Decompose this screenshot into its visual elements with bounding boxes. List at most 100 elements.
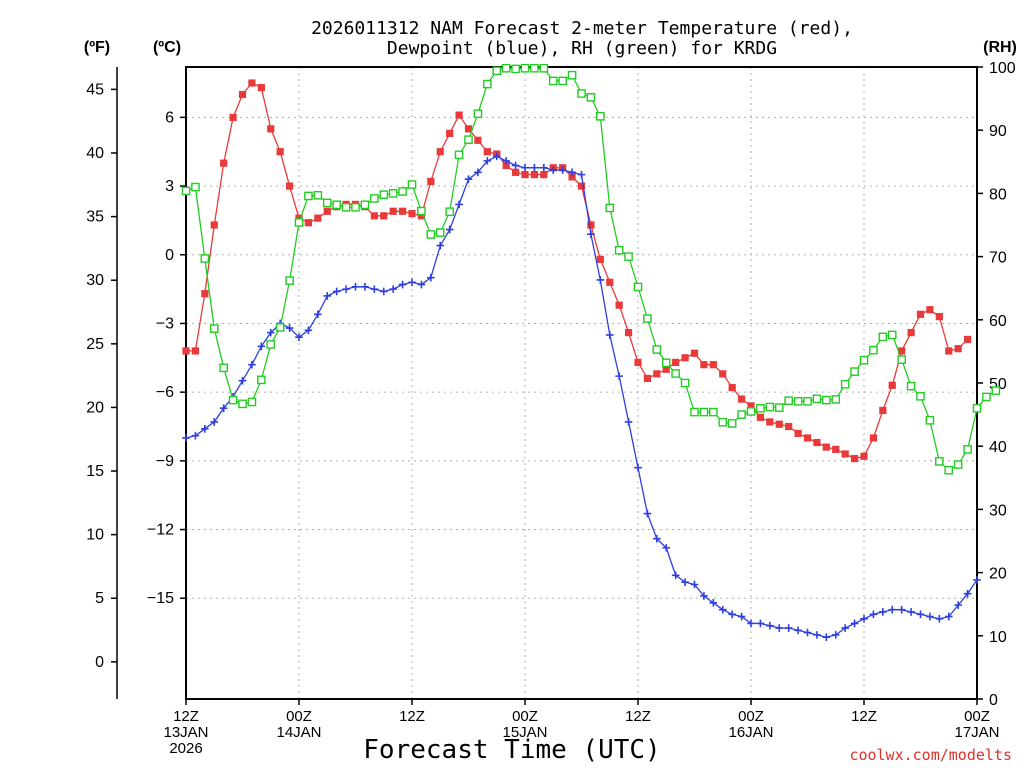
- temperature-point: [954, 345, 962, 353]
- dewpoint-point: [332, 287, 341, 296]
- temperature-point: [417, 212, 426, 220]
- rh-point: [257, 375, 266, 385]
- temperature-point: [182, 347, 190, 355]
- temperature-point: [860, 452, 868, 460]
- temperature-point: [427, 177, 435, 186]
- rh-point: [652, 345, 662, 354]
- temperature-point: [455, 111, 463, 119]
- temperature-point: [643, 374, 652, 383]
- temperature-point: [747, 402, 755, 410]
- rh-point: [614, 245, 624, 255]
- temperature-point: [681, 354, 689, 362]
- dewpoint-point: [841, 624, 849, 632]
- rh-point: [322, 198, 332, 208]
- temperature-point: [945, 347, 953, 355]
- dewpoint-point: [483, 157, 492, 165]
- rh-tick-label: 100: [989, 60, 1016, 77]
- rh-tick-label: 0: [989, 692, 998, 709]
- rh-point: [596, 111, 605, 121]
- rh-point: [407, 180, 417, 189]
- temperature-point: [728, 383, 736, 392]
- dewpoint-point: [587, 230, 595, 238]
- rh-point: [737, 410, 746, 419]
- rh-point: [388, 189, 398, 198]
- dewpoint-point: [304, 326, 313, 335]
- x-tick-label: 12Z: [173, 708, 199, 725]
- temperature-point: [483, 148, 491, 156]
- chart-title-line2: Dewpoint (blue), RH (green) for KRDG: [387, 38, 777, 59]
- dewpoint-point: [662, 544, 671, 552]
- temperature-point: [474, 136, 482, 144]
- x-tick-label: 12Z: [399, 708, 425, 725]
- rh-tick-label: 40: [989, 439, 1007, 456]
- dewpoint-point: [464, 175, 473, 184]
- dewpoint-point: [398, 280, 407, 289]
- dewpoint-point: [822, 633, 831, 641]
- temperature-point: [229, 113, 237, 121]
- temperature-point: [794, 429, 802, 437]
- temperature-point: [285, 182, 294, 190]
- dewpoint-point: [191, 431, 200, 440]
- temperature-point: [775, 420, 783, 428]
- celsius-tick-label: −15: [147, 590, 174, 607]
- dewpoint-point: [577, 170, 586, 179]
- temperature-point: [615, 301, 623, 309]
- dewpoint-point: [615, 372, 623, 380]
- temperature-point: [257, 84, 265, 92]
- dewpoint-point: [530, 163, 539, 172]
- celsius-tick-label: −3: [156, 315, 174, 332]
- chart-title-line1: 2026011312 NAM Forecast 2-meter Temperat…: [311, 18, 853, 39]
- dewpoint-point: [634, 463, 642, 472]
- dewpoint-point: [766, 621, 774, 630]
- dewpoint-point: [784, 624, 793, 632]
- x-tick-label: 00Z: [286, 708, 312, 725]
- temperature-point: [756, 413, 765, 421]
- dewpoint-point: [690, 580, 699, 589]
- rh-point: [341, 203, 351, 212]
- temperature-point: [276, 148, 284, 156]
- dewpoint-point: [511, 161, 520, 170]
- dewpoint-point: [653, 534, 661, 543]
- dewpoint-point: [361, 283, 369, 291]
- dewpoint-point: [342, 285, 350, 293]
- rh-point: [209, 324, 219, 333]
- temperature-point: [370, 212, 378, 220]
- x-tick-label: 12Z: [851, 708, 877, 725]
- fahrenheit-tick-label: 25: [86, 336, 104, 353]
- temperature-point: [540, 171, 548, 179]
- rh-tick-label: 60: [989, 313, 1007, 330]
- x-axis-title: Forecast Time (UTC): [363, 735, 660, 765]
- dewpoint-point: [417, 280, 426, 289]
- rh-point: [567, 70, 577, 80]
- rh-point: [633, 282, 643, 292]
- rh-point: [935, 457, 944, 466]
- temperature-point: [568, 173, 576, 181]
- rh-point: [661, 358, 671, 368]
- temperature-point: [220, 159, 228, 167]
- temperature-point: [314, 214, 322, 222]
- dewpoint-point: [408, 278, 416, 287]
- chart-footer: Forecast Time (UTC) coolwx.com/modelts: [363, 735, 1012, 765]
- rh-point: [200, 254, 210, 263]
- rh-point: [774, 403, 784, 412]
- dewpoint-point: [643, 509, 652, 518]
- rh-point: [953, 460, 963, 469]
- x-tick-label: 2026: [169, 740, 202, 757]
- x-tick-label: 15JAN: [502, 724, 547, 741]
- chart-header: 2026011312 NAM Forecast 2-meter Temperat…: [84, 18, 1017, 59]
- fahrenheit-tick-label: 35: [86, 209, 104, 226]
- temperature-point: [785, 422, 793, 431]
- celsius-tick-label: −6: [156, 384, 174, 401]
- temperature-point: [869, 434, 878, 442]
- credit-label: coolwx.com/modelts: [849, 746, 1012, 764]
- plot-frame: [185, 66, 978, 700]
- series-dewpoint: [182, 152, 981, 641]
- temperature-point: [963, 335, 972, 344]
- temperature-point: [210, 221, 218, 229]
- rh-unit-label: (RH): [983, 39, 1017, 56]
- rh-point: [746, 407, 756, 416]
- temperature-point: [295, 214, 303, 222]
- rh-point: [360, 200, 370, 210]
